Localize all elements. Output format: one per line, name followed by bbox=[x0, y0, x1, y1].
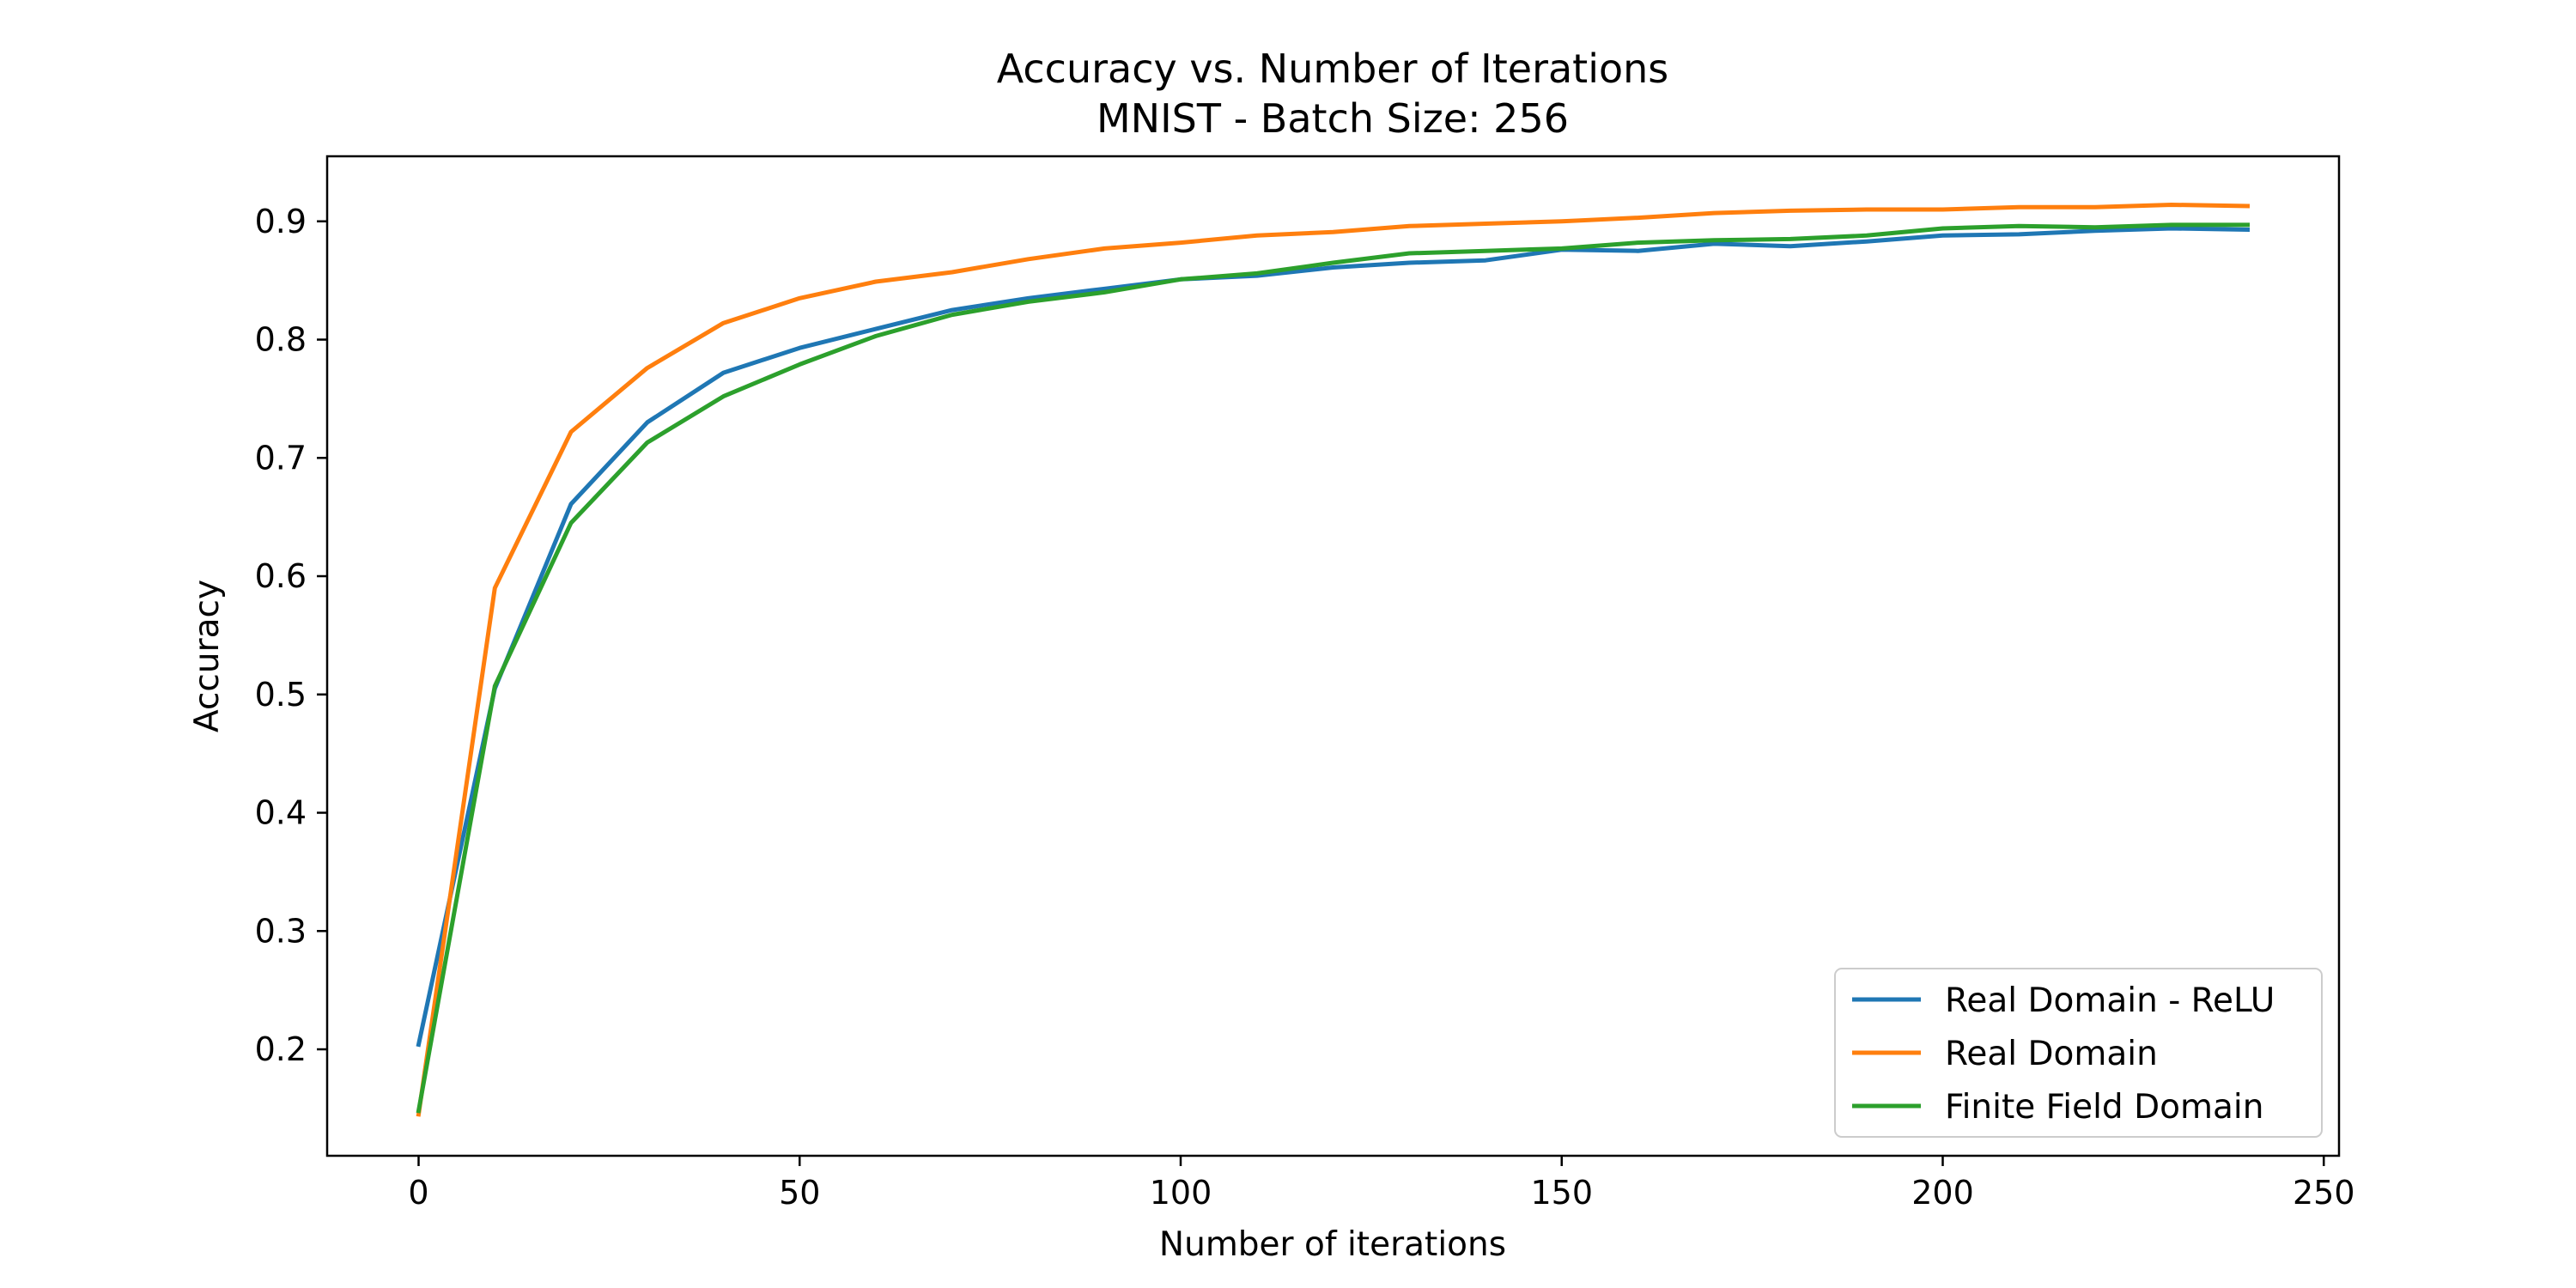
x-axis-label: Number of iterations bbox=[1159, 1225, 1506, 1264]
chart-subtitle: MNIST - Batch Size: 256 bbox=[1097, 95, 1569, 142]
y-tick-label: 0.8 bbox=[255, 321, 307, 359]
legend-label-real-domain-relu: Real Domain - ReLU bbox=[1945, 981, 2275, 1020]
legend: Real Domain - ReLU Real Domain Finite Fiel… bbox=[1834, 968, 2323, 1138]
plot-area: 0 50 100 150 200 250 0.2 0.3 0.4 0.5 0.6 0.7 0.8 0.9 bbox=[255, 155, 2355, 1212]
x-tick-label: 200 bbox=[1911, 1174, 1974, 1212]
y-tick-label: 0.9 bbox=[255, 203, 307, 240]
legend-label-real-domain: Real Domain bbox=[1945, 1035, 2158, 1073]
series-line-real-domain bbox=[416, 203, 2251, 1117]
x-tick-label: 0 bbox=[408, 1174, 428, 1212]
y-tick-label: 0.7 bbox=[255, 439, 307, 477]
y-tick-label: 0.3 bbox=[255, 912, 307, 950]
plot-frame bbox=[325, 155, 2341, 1157]
series-layer bbox=[416, 203, 2251, 1117]
series-line-finite-field-domain bbox=[416, 222, 2250, 1114]
x-tick-label: 250 bbox=[2293, 1174, 2355, 1212]
y-tick-label: 0.2 bbox=[255, 1030, 307, 1068]
x-tick-label: 150 bbox=[1530, 1174, 1593, 1212]
x-tick-label: 100 bbox=[1150, 1174, 1212, 1212]
y-tick-label: 0.5 bbox=[255, 676, 307, 714]
legend-label-finite-field-domain: Finite Field Domain bbox=[1945, 1088, 2263, 1127]
y-tick-label: 0.4 bbox=[255, 794, 307, 832]
x-tick-label: 50 bbox=[779, 1174, 820, 1212]
x-axis-ticks: 0 50 100 150 200 250 bbox=[408, 1156, 2355, 1212]
legend-entries: Real Domain - ReLU Real Domain Finite Fiel… bbox=[1852, 981, 2275, 1127]
series-line-real-domain-relu bbox=[416, 226, 2251, 1048]
legend-box bbox=[1834, 968, 2323, 1138]
y-axis-ticks: 0.2 0.3 0.4 0.5 0.6 0.7 0.8 0.9 bbox=[255, 203, 327, 1068]
chart-title: Accuracy vs. Number of Iterations bbox=[997, 46, 1669, 92]
y-axis-label: Accuracy bbox=[188, 580, 227, 732]
y-tick-label: 0.6 bbox=[255, 557, 307, 595]
